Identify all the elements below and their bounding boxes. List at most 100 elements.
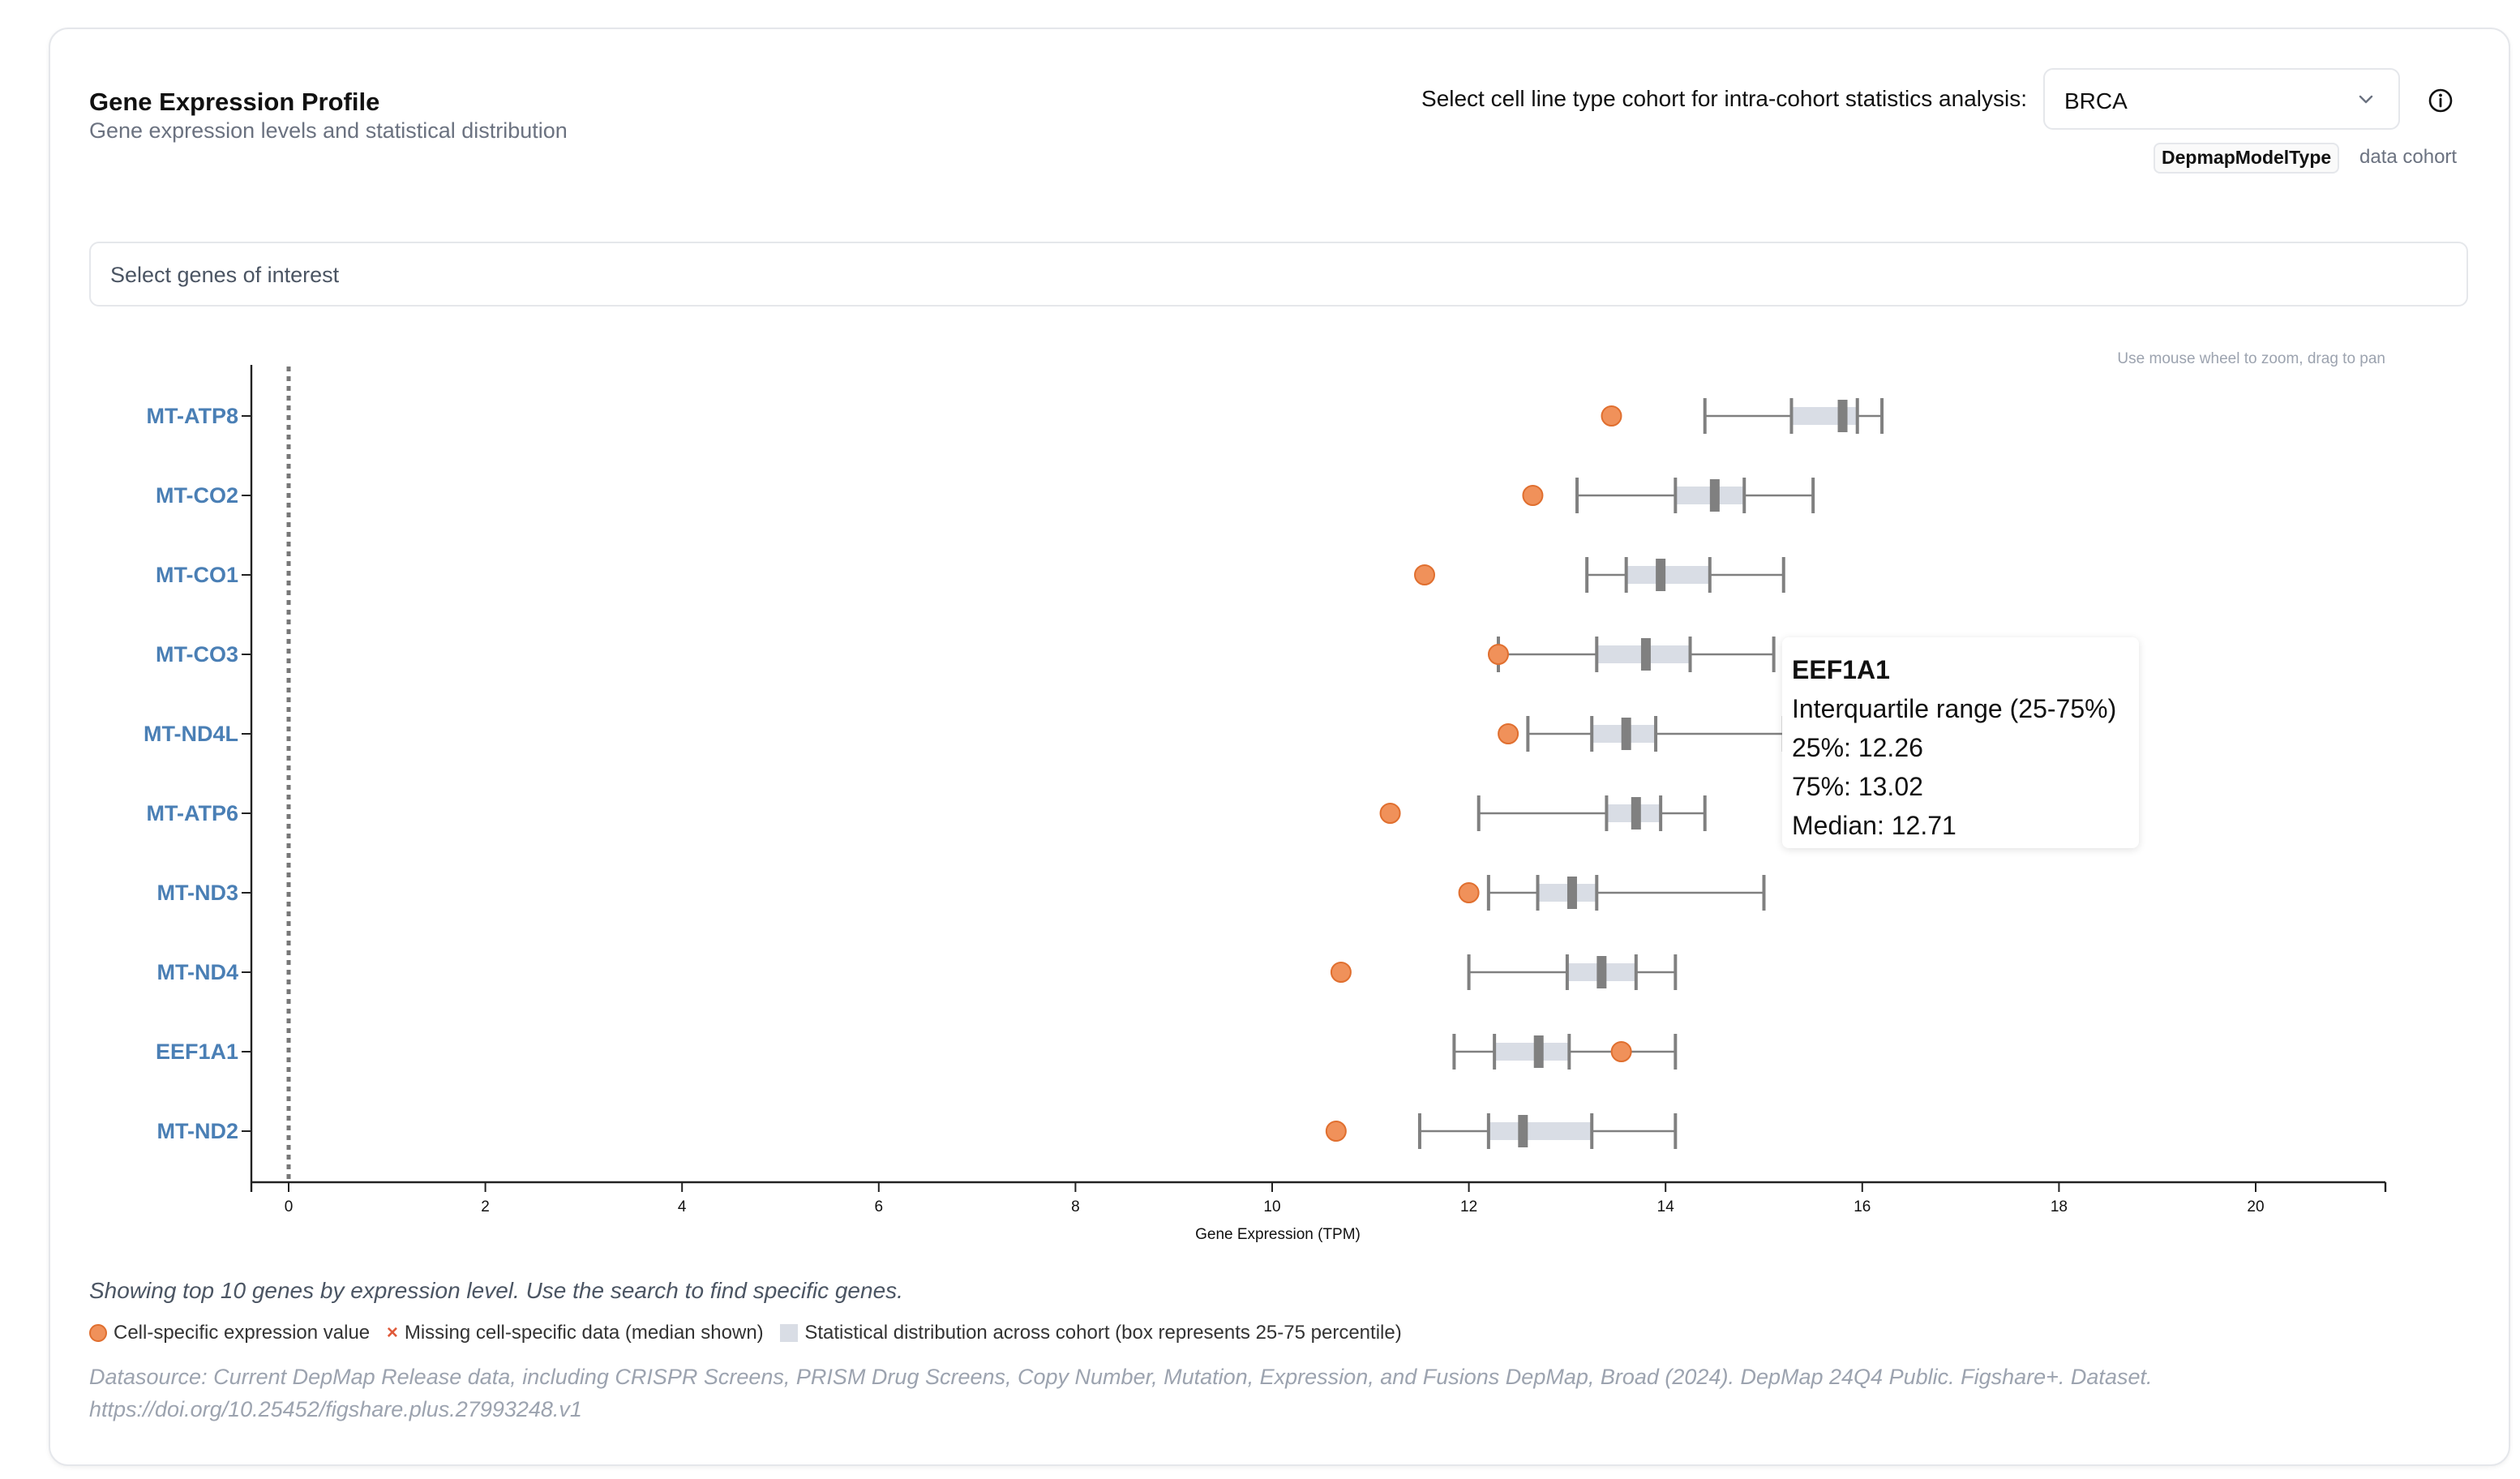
gene-row: MT-CO3 xyxy=(156,637,1776,672)
legend-distribution-label: Statistical distribution across cohort (… xyxy=(804,1322,1402,1344)
tooltip-line-p25: 25%: 12.26 xyxy=(1792,733,1923,762)
whisker-cap-min xyxy=(1585,557,1589,593)
cell-value-point xyxy=(1487,644,1509,665)
x-tick-label: 2 xyxy=(481,1198,490,1215)
iqr-box xyxy=(1537,884,1597,902)
whisker-cap-min xyxy=(1467,954,1471,990)
tooltip-line-median: Median: 12.71 xyxy=(1792,811,1956,840)
gene-search-input[interactable]: Select genes of interest xyxy=(89,242,2468,307)
cell-value-point xyxy=(1325,1121,1347,1142)
top-genes-note: Showing top 10 genes by expression level… xyxy=(89,1278,903,1303)
whisker-cap-p75 xyxy=(1590,1113,1594,1149)
x-tick-label: 12 xyxy=(1460,1198,1477,1215)
median-mark xyxy=(1596,956,1607,988)
whisker-cap-p75 xyxy=(1708,557,1712,593)
cell-value-point xyxy=(1522,485,1544,506)
gene-label[interactable]: MT-CO1 xyxy=(156,563,238,587)
x-tick-label: 18 xyxy=(2051,1198,2068,1215)
median-mark xyxy=(1640,638,1651,671)
x-tick-label: 10 xyxy=(1263,1198,1280,1215)
cell-value-point xyxy=(1414,564,1436,585)
whisker-cap-max xyxy=(1772,637,1776,672)
whisker-cap-p25 xyxy=(1536,875,1540,911)
gene-row: MT-ND4L xyxy=(144,716,1785,752)
whisker-cap-p75 xyxy=(1567,1034,1571,1070)
model-type-suffix: data cohort xyxy=(2359,146,2458,168)
gene-row: MT-CO2 xyxy=(156,478,1815,513)
x-tick-label: 16 xyxy=(1854,1198,1871,1215)
gene-row: EEF1A1 xyxy=(156,1034,1678,1070)
gene-label[interactable]: MT-ND3 xyxy=(157,881,239,905)
cell-value-point xyxy=(1379,803,1401,824)
cell-value-point xyxy=(1610,1041,1632,1062)
zoom-pan-hint: Use mouse wheel to zoom, drag to pan xyxy=(2117,350,2385,367)
gene-label[interactable]: MT-ATP8 xyxy=(147,404,239,428)
tooltip-line-iqr: Interquartile range (25-75%) xyxy=(1792,694,2117,723)
legend-item-missing: × Missing cell-specific data (median show… xyxy=(387,1322,764,1344)
whisker-cap-min xyxy=(1526,716,1530,752)
whisker-cap-max xyxy=(1811,478,1815,513)
info-icon[interactable] xyxy=(2428,88,2454,114)
whisker-cap-p75 xyxy=(1742,478,1746,513)
whisker-cap-p75 xyxy=(1595,875,1599,911)
iqr-box xyxy=(1494,1043,1570,1061)
card-subtitle: Gene expression levels and statistical d… xyxy=(89,118,568,143)
x-tick-label: 20 xyxy=(2247,1198,2264,1215)
cohort-select-label: Select cell line type cohort for intra-c… xyxy=(1421,86,2027,111)
whisker-cap-max xyxy=(1762,875,1766,911)
chevron-down-icon xyxy=(2359,95,2373,104)
gene-label[interactable]: MT-ATP6 xyxy=(147,801,239,825)
gene-rows: MT-ATP8 MT-CO2 MT-CO1 MT-CO3 MT-ND4L MT-ATP6 M… xyxy=(144,398,1884,1149)
whisker-cap-min xyxy=(1417,1113,1421,1149)
gene-row: MT-ATP6 xyxy=(147,795,1707,831)
whisker-cap-max xyxy=(1674,954,1678,990)
iqr-box xyxy=(1791,407,1858,425)
whisker-cap-max xyxy=(1674,1113,1678,1149)
gene-label[interactable]: MT-CO2 xyxy=(156,483,238,508)
median-mark xyxy=(1837,400,1848,432)
tooltip-line-p75: 75%: 13.02 xyxy=(1792,772,1923,801)
whisker-cap-p25 xyxy=(1789,398,1794,434)
median-mark xyxy=(1518,1115,1528,1147)
whisker-cap-p25 xyxy=(1605,795,1609,831)
whisker-cap-p75 xyxy=(1634,954,1638,990)
chart-tooltip: EEF1A1 Interquartile range (25-75%) 25%:… xyxy=(1782,637,2139,848)
x-tick-label: 14 xyxy=(1657,1198,1675,1215)
median-mark xyxy=(1566,877,1577,909)
whisker-cap-min xyxy=(1703,398,1707,434)
median-mark xyxy=(1533,1035,1544,1068)
gene-label[interactable]: EEF1A1 xyxy=(156,1040,238,1064)
expression-chart[interactable]: Use mouse wheel to zoom, drag to pan 0 2 4… xyxy=(0,0,2520,1265)
whisker-cap-p75 xyxy=(1659,795,1663,831)
gene-label[interactable]: MT-ND4L xyxy=(144,722,238,746)
cell-value-point xyxy=(1601,405,1622,427)
x-axis-label: Gene Expression (TPM) xyxy=(1195,1226,1361,1243)
gene-row: MT-ND3 xyxy=(157,875,1766,911)
gene-row: MT-ND2 xyxy=(157,1113,1678,1149)
x-tick-label: 6 xyxy=(875,1198,884,1215)
card-title: Gene Expression Profile xyxy=(89,88,380,116)
legend-cell-label: Cell-specific expression value xyxy=(114,1322,371,1344)
cell-value-marker-icon xyxy=(89,1324,107,1342)
distribution-box-icon xyxy=(780,1324,799,1342)
whisker-cap-max xyxy=(1781,557,1785,593)
gene-label[interactable]: MT-ND4 xyxy=(157,960,239,984)
whisker-cap-p25 xyxy=(1674,478,1678,513)
gene-label[interactable]: MT-ND2 xyxy=(157,1119,239,1143)
median-mark xyxy=(1631,797,1641,830)
gene-label[interactable]: MT-CO3 xyxy=(156,642,238,667)
whisker-cap-max xyxy=(1880,398,1884,434)
whisker-cap-p75 xyxy=(1688,637,1692,672)
cohort-select-value: BRCA xyxy=(2064,88,2128,114)
whisker-cap-p25 xyxy=(1486,1113,1490,1149)
cohort-select[interactable]: BRCA xyxy=(2043,68,2400,130)
whisker-cap-max xyxy=(1674,1034,1678,1070)
whisker-cap-p25 xyxy=(1493,1034,1497,1070)
x-tick-label: 8 xyxy=(1071,1198,1080,1215)
x-tick-label: 0 xyxy=(285,1198,294,1215)
whisker-cap-min xyxy=(1476,795,1481,831)
x-axis-ticks: 0 2 4 6 8 10 12 14 16 18 20 xyxy=(250,1182,2387,1215)
median-mark xyxy=(1621,718,1631,750)
tooltip-title: EEF1A1 xyxy=(1792,655,1890,684)
legend-item-distribution: Statistical distribution across cohort (… xyxy=(780,1322,1402,1344)
